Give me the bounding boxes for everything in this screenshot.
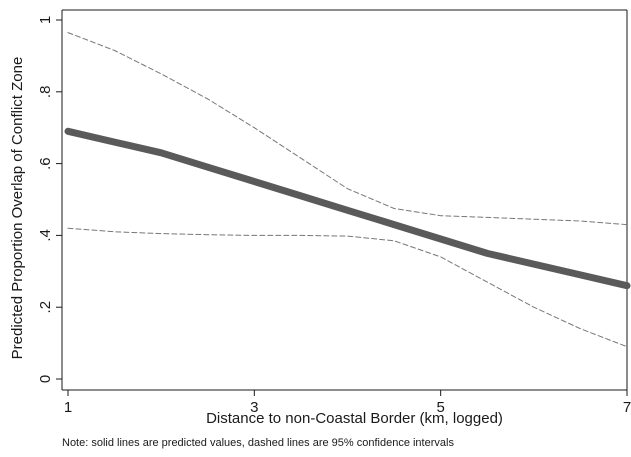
y-tick-label: .4: [37, 229, 54, 242]
x-tick-label: 1: [64, 399, 72, 416]
x-tick-label: 3: [250, 399, 258, 416]
x-axis-title: Distance to non-Coastal Border (km, logg…: [206, 410, 503, 427]
y-tick-label: 0: [37, 375, 54, 383]
chart-note: Note: solid lines are predicted values, …: [62, 437, 454, 449]
series-line-lower-ci: [67, 227, 628, 348]
y-tick-label: .6: [37, 157, 54, 170]
y-tick-label: .2: [37, 301, 54, 314]
x-tick-label: 7: [623, 399, 631, 416]
x-tick-label: 5: [436, 399, 444, 416]
y-axis: 0 .2 .4 .6 .8 1: [37, 16, 62, 383]
plot-frame: [61, 9, 628, 391]
x-axis: 1 3 5 7: [64, 390, 631, 416]
y-tick-label: 1: [37, 16, 54, 24]
series-line-upper-ci: [67, 32, 628, 226]
series-line-predicted: [64, 127, 631, 290]
series-layer: [64, 32, 631, 348]
y-axis-title: Predicted Proportion Overlap of Conflict…: [9, 57, 26, 360]
y-tick-label: .8: [37, 86, 54, 99]
